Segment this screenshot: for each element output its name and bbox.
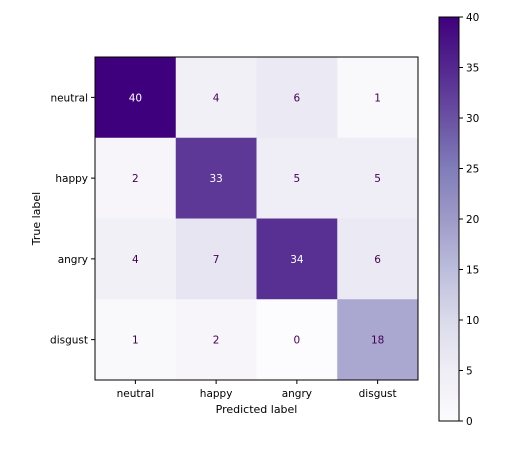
colorbar bbox=[438, 16, 460, 422]
heatmap-cell-label: 33 bbox=[209, 173, 222, 185]
heatmap-cell-label: 4 bbox=[132, 254, 139, 266]
heatmap-cell bbox=[337, 137, 419, 219]
heatmap-cell bbox=[95, 137, 177, 219]
heatmap-cell-label: 18 bbox=[371, 335, 384, 347]
heatmap-cell bbox=[337, 218, 419, 300]
heatmap-cell bbox=[175, 57, 257, 139]
heatmap-cell bbox=[95, 57, 177, 139]
heatmap-cell bbox=[95, 299, 177, 381]
heatmap-cell bbox=[256, 57, 338, 139]
x-tick-label: disgust bbox=[359, 388, 397, 400]
colorbar-ticks: 0 5 10 15 20 25 30 35 40 bbox=[459, 12, 479, 428]
heatmap-cells bbox=[95, 57, 419, 381]
heatmap-cell-label: 5 bbox=[374, 173, 381, 185]
x-tick-label: happy bbox=[200, 388, 233, 400]
x-axis-ticks: neutral happy angry disgust bbox=[117, 380, 397, 400]
x-tick-label: angry bbox=[282, 388, 312, 400]
heatmap-cell bbox=[256, 299, 338, 381]
heatmap-cell bbox=[95, 218, 177, 300]
x-axis-label: Predicted label bbox=[216, 403, 298, 416]
plot-frame bbox=[94, 56, 419, 381]
colorbar-tick-label: 10 bbox=[466, 315, 479, 327]
colorbar-tick-label: 20 bbox=[466, 214, 479, 226]
x-tick-label: neutral bbox=[117, 388, 155, 400]
heatmap-cell-label: 40 bbox=[129, 92, 142, 104]
colorbar-tick-label: 40 bbox=[466, 12, 479, 24]
y-tick-label: disgust bbox=[50, 335, 88, 347]
y-tick-label: neutral bbox=[50, 92, 88, 104]
y-axis-label: True label bbox=[30, 192, 43, 246]
heatmap-cell-labels: 40 4 6 12 33 5 54 7 34 61 2 0 18 bbox=[129, 92, 385, 346]
heatmap-cell bbox=[337, 57, 419, 139]
heatmap-cell-label: 1 bbox=[374, 92, 381, 104]
heatmap-cell-label: 0 bbox=[294, 335, 301, 347]
heatmap-cell bbox=[337, 299, 419, 381]
heatmap-cell bbox=[175, 218, 257, 300]
heatmap-cell bbox=[256, 137, 338, 219]
colorbar-tick-label: 35 bbox=[466, 63, 479, 75]
heatmap-cell-label: 2 bbox=[213, 335, 220, 347]
heatmap-cell-label: 2 bbox=[132, 173, 139, 185]
heatmap-cell-label: 6 bbox=[374, 254, 381, 266]
colorbar-tick-label: 0 bbox=[466, 416, 473, 428]
y-axis-ticks: neutral happy angry disgust bbox=[50, 92, 95, 347]
heatmap-cell bbox=[175, 299, 257, 381]
heatmap-cell-label: 5 bbox=[294, 173, 301, 185]
colorbar-tick-label: 30 bbox=[466, 113, 479, 125]
heatmap-cell bbox=[175, 137, 257, 219]
heatmap-cell-label: 4 bbox=[213, 92, 220, 104]
colorbar-tick-label: 5 bbox=[466, 366, 473, 378]
heatmap-cell-label: 7 bbox=[213, 254, 220, 266]
heatmap-cell-label: 1 bbox=[132, 335, 139, 347]
heatmap-cell bbox=[256, 218, 338, 300]
colorbar-tick-label: 25 bbox=[466, 164, 479, 176]
y-tick-label: happy bbox=[55, 173, 88, 185]
heatmap-cell-label: 34 bbox=[290, 254, 304, 266]
heatmap-cell-label: 6 bbox=[294, 92, 301, 104]
colorbar-tick-label: 15 bbox=[466, 265, 479, 277]
y-tick-label: angry bbox=[58, 254, 88, 266]
